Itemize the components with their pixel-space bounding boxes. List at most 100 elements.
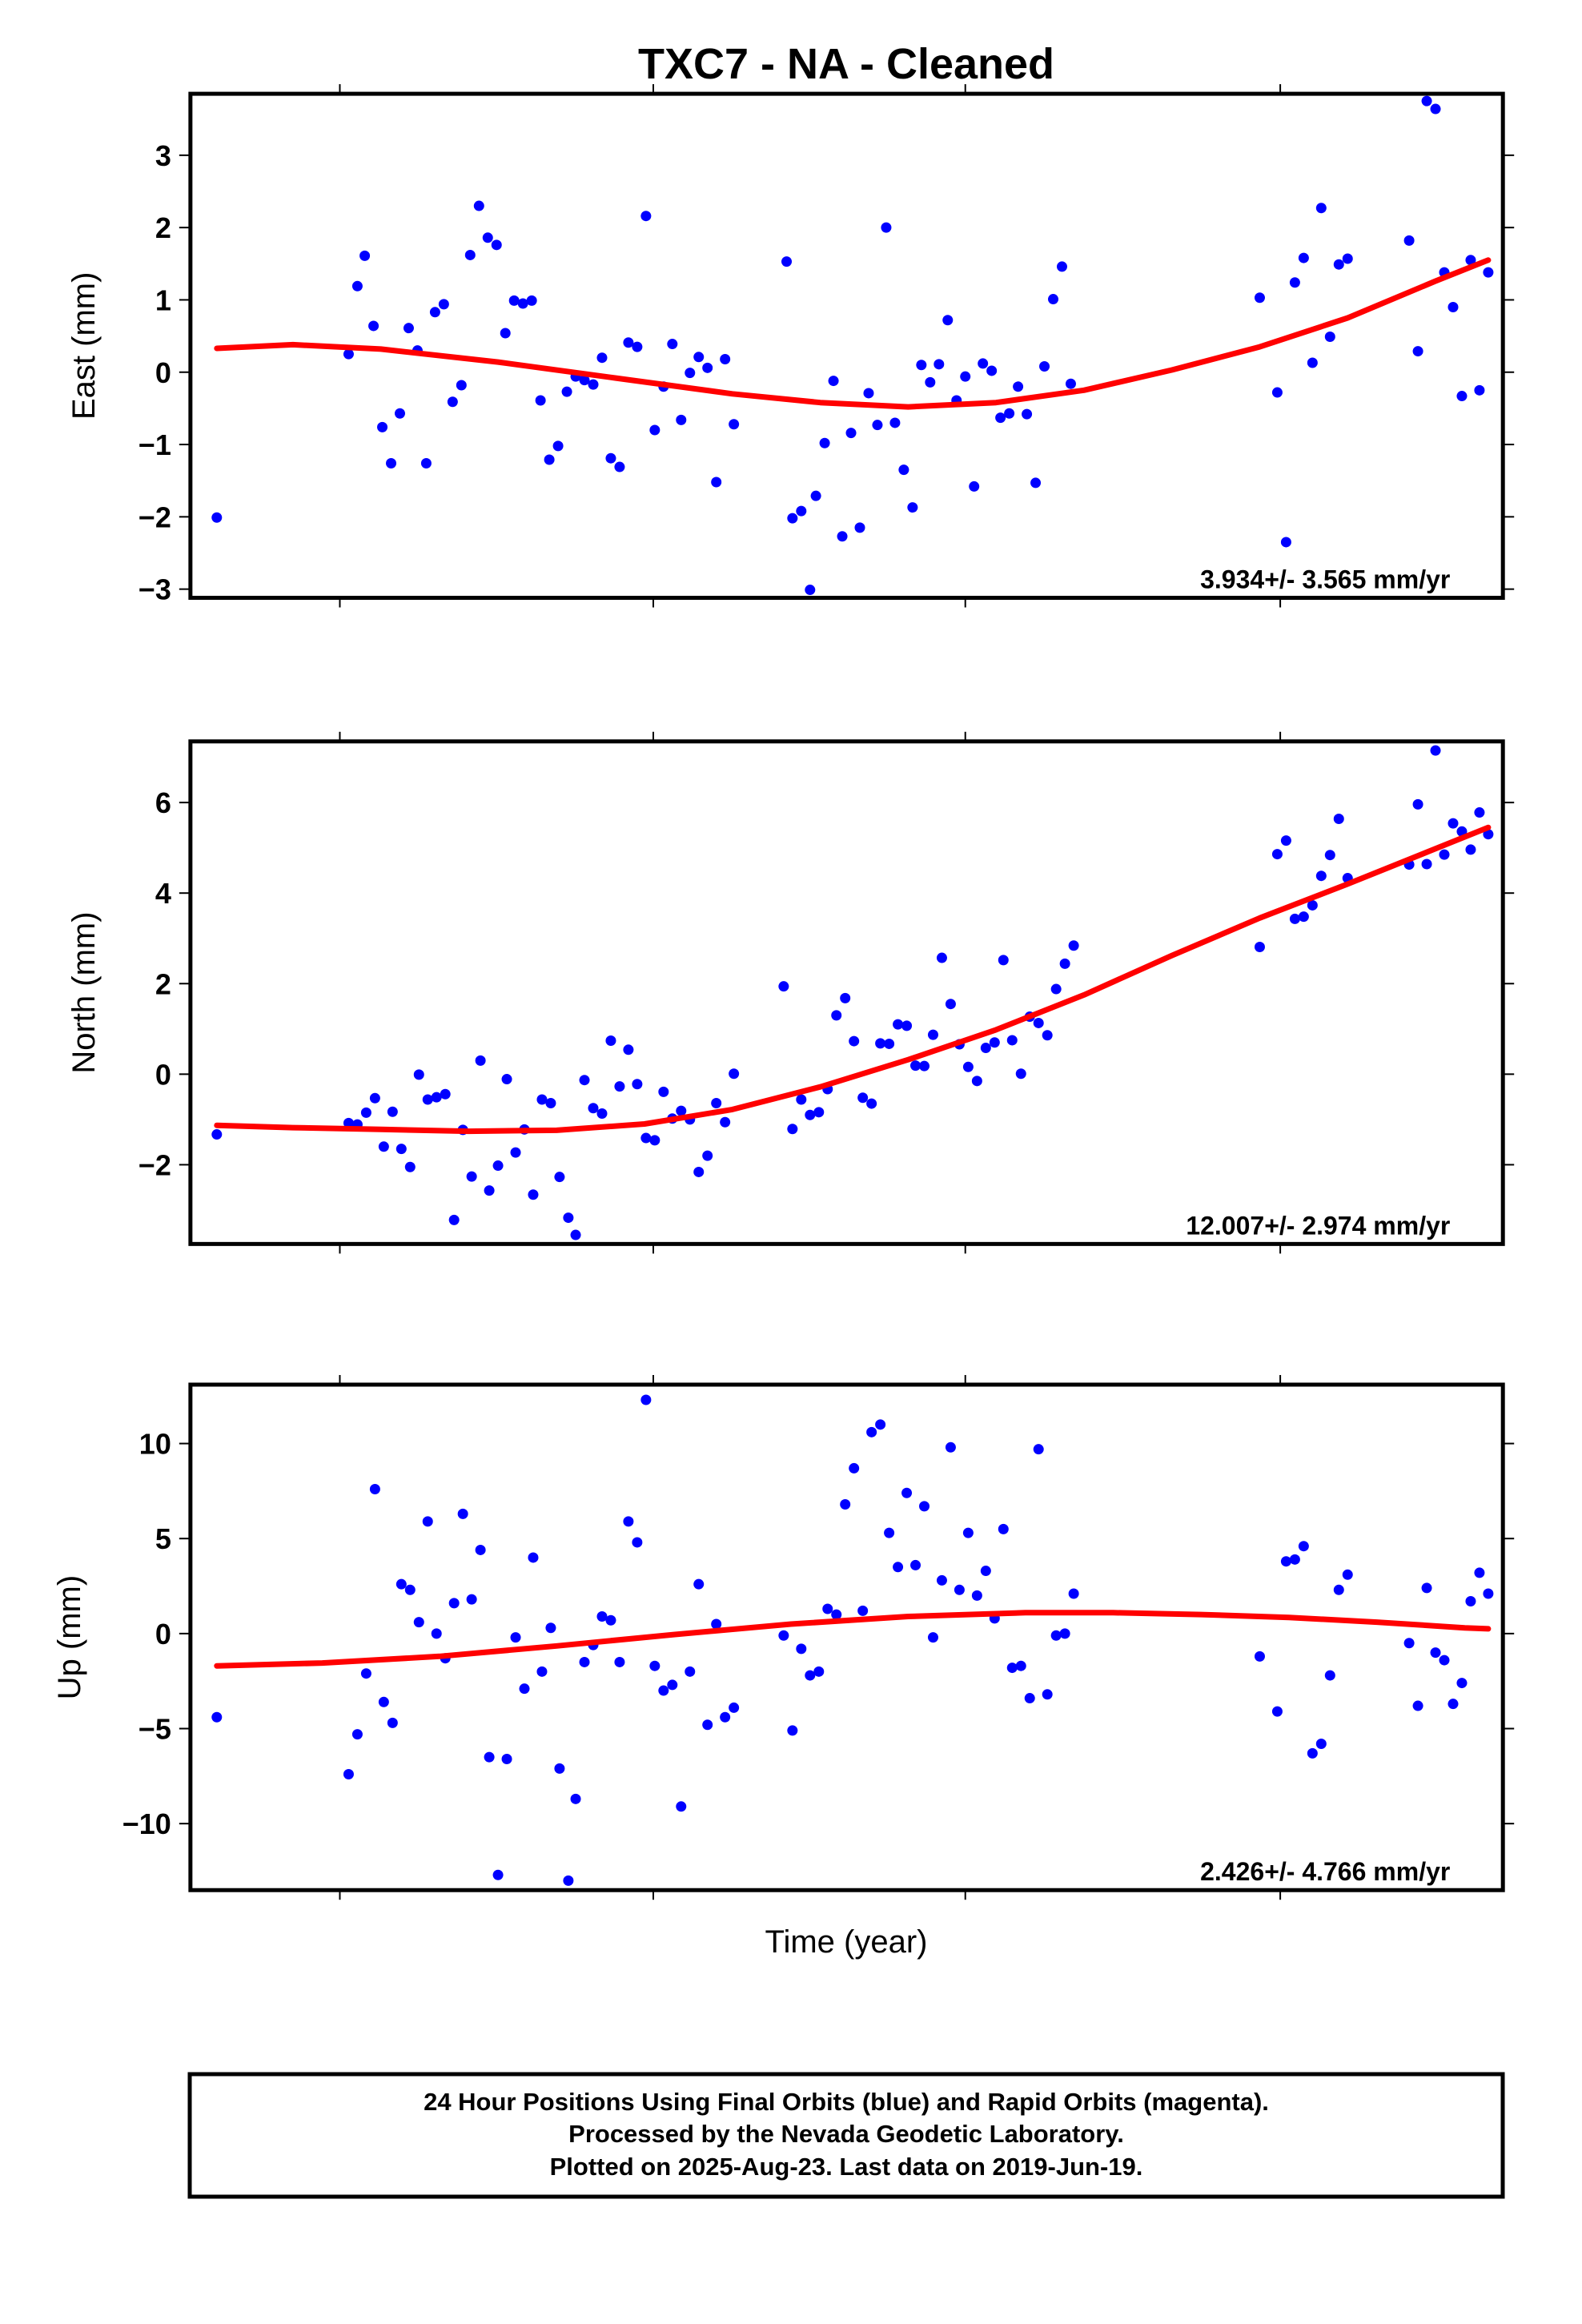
up-data-point [729,1702,740,1713]
east-data-point [544,454,555,465]
up-data-point [910,1559,921,1570]
up-data-point [1315,1739,1327,1749]
up-data-point [614,1656,625,1667]
north-data-point [360,1107,371,1118]
footer-line-1: 24 Hour Positions Using Final Orbits (bl… [424,2088,1269,2116]
north-data-point [813,1107,825,1118]
up-data-point [866,1426,877,1437]
east-data-point [1483,267,1494,278]
north-data-point [605,1035,616,1047]
up-data-point [387,1717,398,1728]
up-data-point [875,1419,886,1430]
east-data-point [473,200,484,211]
up-data-point [813,1666,825,1677]
east-data-point [1013,381,1024,392]
up-panel: 10 5 0 −5 −10 Up (mm) 2.426+/- 4.766 mm/yr [52,1375,1515,1900]
east-rate-label: 3.934+/- 3.565 mm/yr [1200,565,1450,593]
up-data-point [805,1670,816,1681]
up-data-point [1006,1663,1018,1674]
up-data-point [1042,1689,1053,1700]
north-data-point [1421,858,1432,870]
east-data-point [552,440,564,452]
east-plot-frame [188,91,1505,600]
up-y-tick-label: −10 [122,1807,171,1840]
east-data-point [1289,277,1300,288]
north-data-point [649,1135,661,1146]
east-data-point [711,476,722,488]
north-data-point [778,981,789,992]
east-y-tick-label: 0 [155,356,171,389]
north-data-point [1474,807,1485,818]
up-data-point [536,1666,548,1677]
east-data-point [1298,252,1309,263]
north-data-point [1050,983,1062,995]
up-data-point [554,1763,565,1774]
east-data-point [526,295,537,306]
east-data-point [491,239,502,251]
east-data-point [995,412,1006,424]
up-data-point [579,1656,590,1667]
north-data-point [693,1166,705,1177]
up-data-point [1456,1678,1468,1689]
up-data-point [667,1679,678,1691]
footer-box: 24 Hour Positions Using Final Orbits (bl… [187,2072,1505,2199]
up-trend-line [214,1610,1492,1669]
north-data-point [1447,818,1459,829]
up-data-point [1254,1651,1265,1662]
east-y-axis-label: East (mm) [66,272,102,420]
east-data-point [986,365,998,376]
up-data-point [1050,1630,1062,1641]
up-data-point [211,1711,223,1723]
up-data-point [796,1643,807,1655]
north-data-point [378,1141,389,1152]
up-marks [211,1394,1494,1886]
north-data-point [1271,849,1283,860]
east-y-tick-label: −3 [139,573,171,606]
north-data-point [945,999,956,1010]
north-y-axis-label: North (mm) [66,911,102,1073]
north-data-point [422,1094,433,1105]
up-data-point [1483,1588,1494,1599]
north-data-point [588,1103,599,1114]
north-data-point [1430,745,1441,756]
north-data-point [998,955,1009,966]
east-y-tick-label: 1 [155,283,171,316]
north-data-point [971,1076,982,1087]
east-data-point [828,376,839,387]
east-data-point [596,352,608,364]
footer-line-2: Processed by the Nevada Geodetic Laborat… [568,2120,1124,2148]
east-data-point [685,368,696,379]
east-data-point [845,428,857,439]
east-data-point [429,307,440,318]
east-data-point [420,458,432,469]
up-data-point [484,1751,495,1763]
east-data-point [351,280,363,292]
north-data-point [492,1160,504,1172]
up-data-point [831,1609,842,1620]
north-data-point [475,1055,486,1066]
north-data-point [702,1150,713,1161]
up-data-point [466,1594,477,1605]
up-data-point [954,1584,965,1595]
east-data-point [632,341,643,352]
east-data-point [942,315,954,326]
north-data-point [640,1132,652,1144]
north-data-point [918,1060,930,1072]
north-data-point [1015,1068,1026,1080]
up-data-point [884,1527,895,1538]
east-data-point [863,388,874,399]
east-data-point [1333,259,1344,270]
east-data-point [623,337,634,348]
up-data-point [501,1753,512,1764]
north-data-point [962,1061,974,1072]
east-data-point [872,420,883,431]
north-data-point [1280,835,1291,846]
up-data-point [378,1696,389,1707]
north-data-point [866,1098,877,1109]
up-data-point [1298,1541,1309,1552]
east-data-point [702,362,713,373]
north-data-point [501,1074,512,1085]
east-data-point [1254,292,1265,304]
north-data-point [570,1229,581,1240]
east-data-point [447,396,458,408]
